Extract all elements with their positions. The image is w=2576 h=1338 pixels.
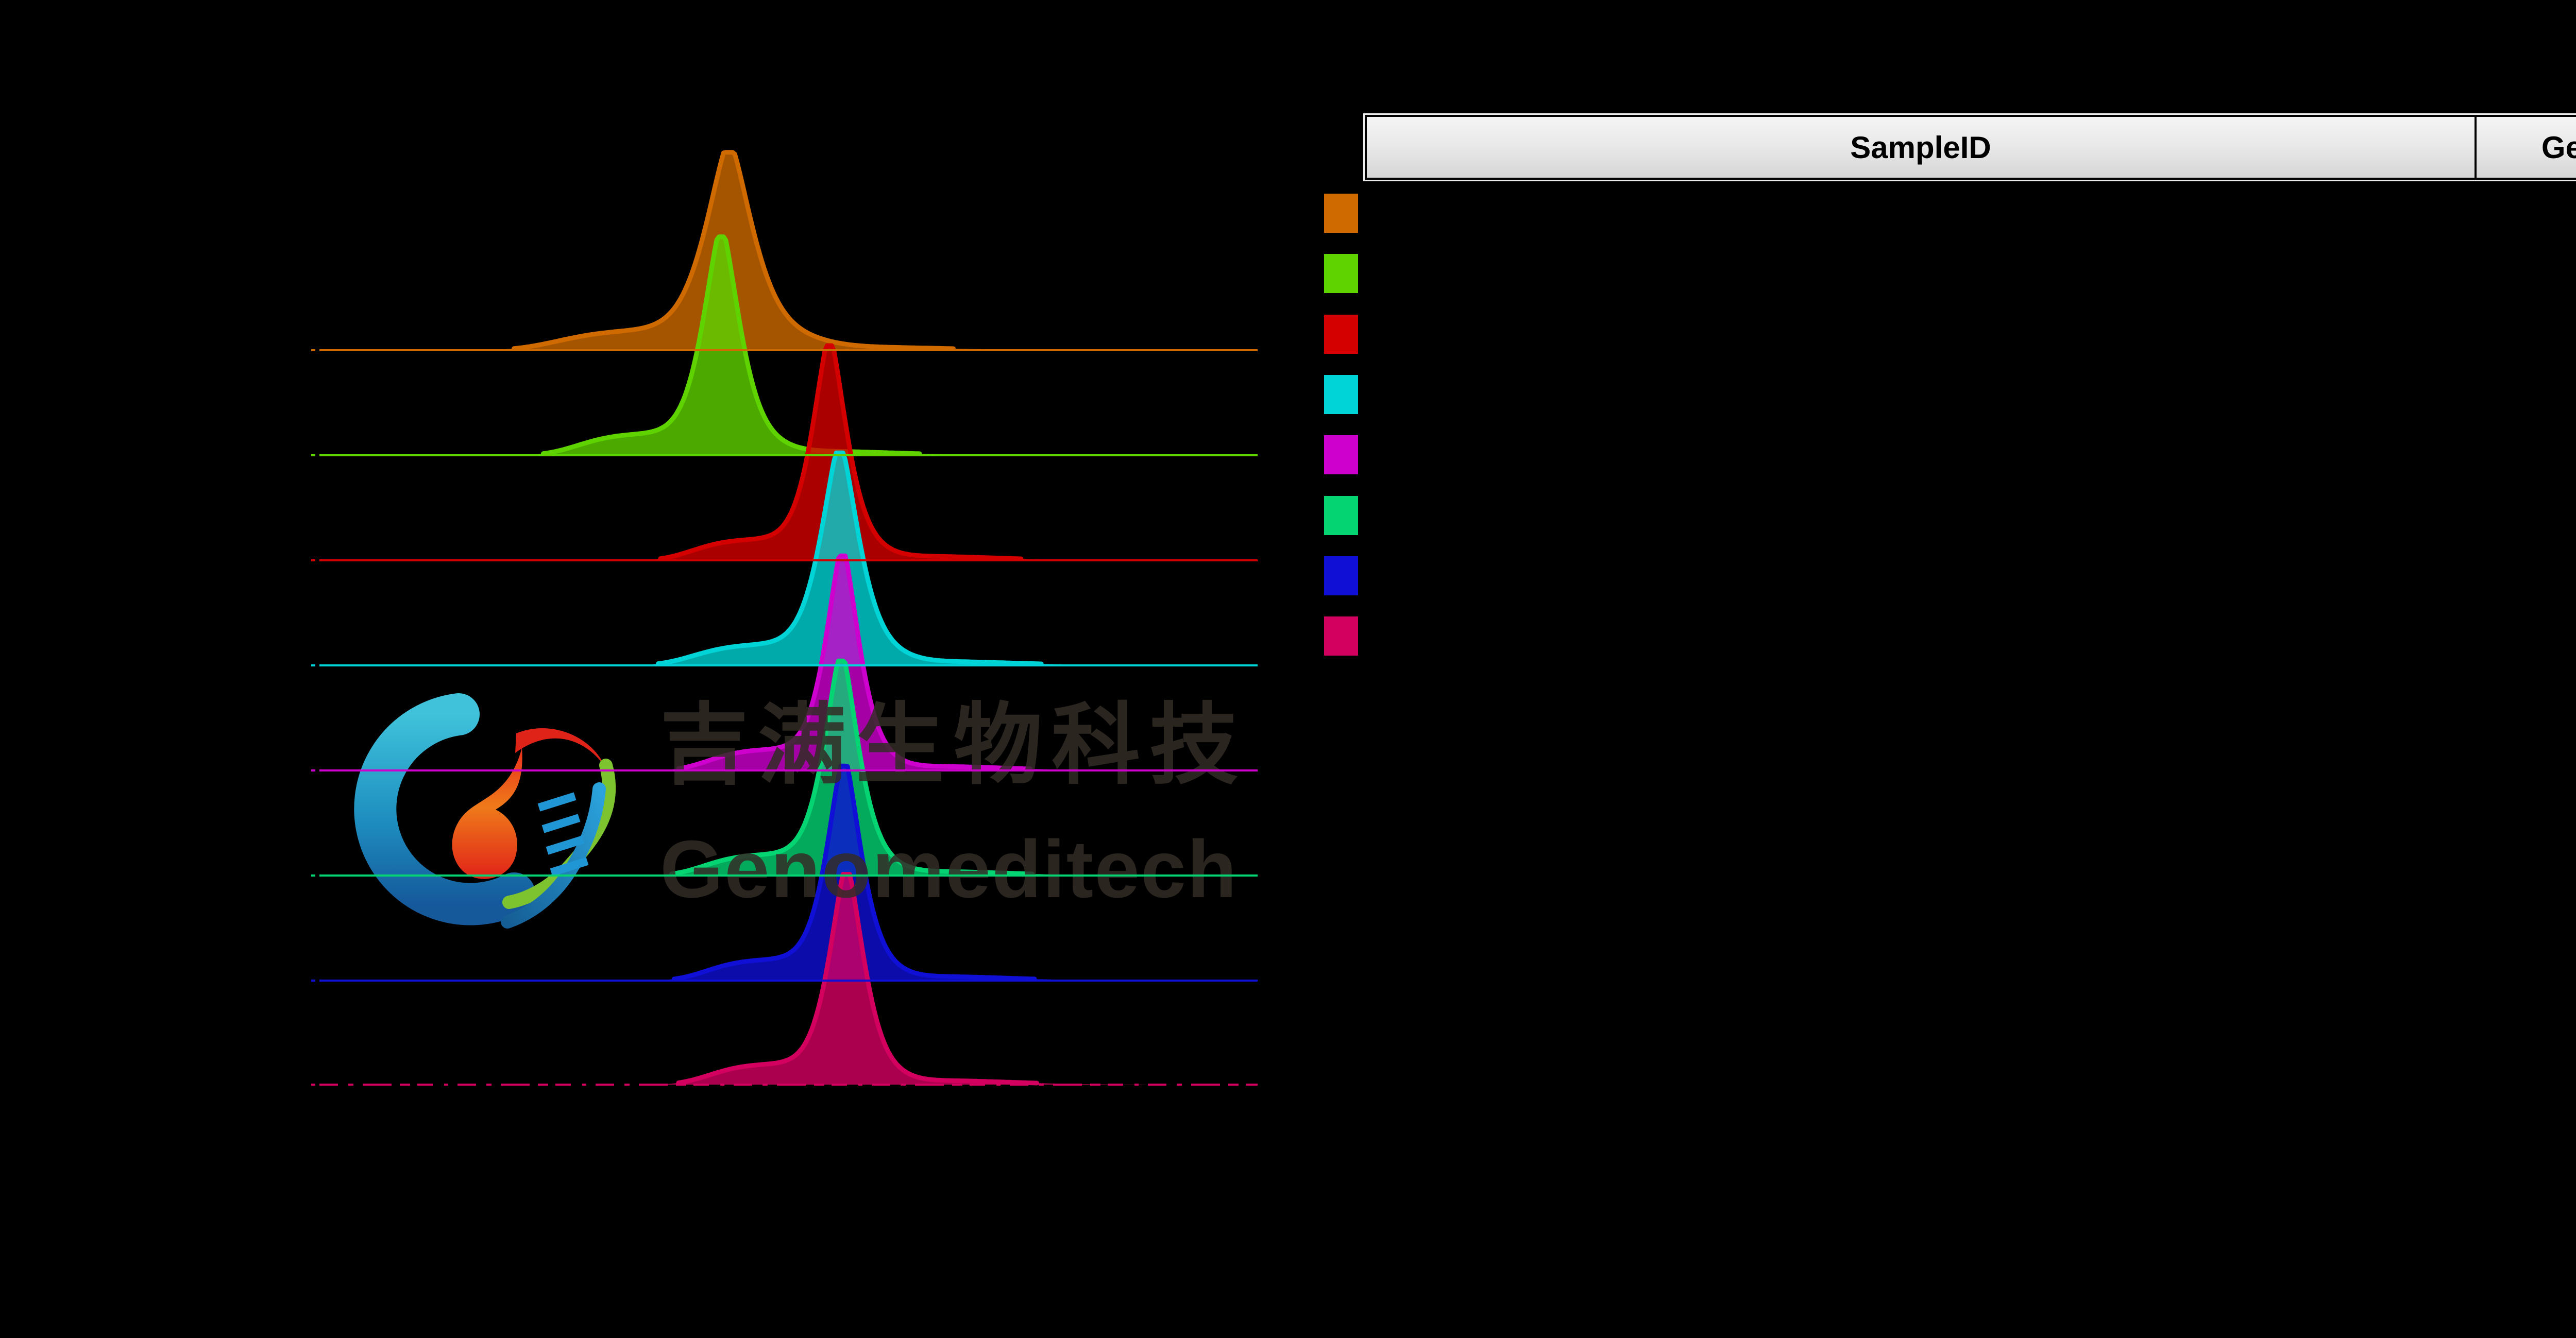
histogram-outline-row-4 xyxy=(656,450,1044,666)
watermark-latin-text: Genomeditech xyxy=(660,824,1238,915)
sample-table-header-row: SampleID Geometric Mean : FL11-H xyxy=(1365,115,2576,180)
logo-swoosh xyxy=(515,728,605,766)
genomeditech-logo xyxy=(354,693,616,929)
histogram-outline-row-2 xyxy=(541,234,922,456)
histogram-fill-row-1 xyxy=(311,152,1258,350)
legend-swatch-5 xyxy=(1324,435,1358,474)
table-header-geometric-mean: Geometric Mean : FL11-H xyxy=(2475,117,2576,178)
logo-dna-rungs xyxy=(537,792,589,877)
histogram-outline-row-8 xyxy=(676,872,1039,1086)
sample-table: SampleID Geometric Mean : FL11-H xyxy=(1363,113,2576,181)
legend-swatch-2 xyxy=(1324,254,1358,293)
baseline-layer xyxy=(311,349,1258,1086)
legend-swatch-3 xyxy=(1324,315,1358,354)
histogram-outline-row-5 xyxy=(676,553,1032,771)
logo-swirl xyxy=(354,693,535,925)
logo-flame-drop xyxy=(452,748,522,879)
legend-swatch-7 xyxy=(1324,556,1358,595)
table-header-sampleid: SampleID xyxy=(1850,130,1991,165)
legend-swatch-6 xyxy=(1324,496,1358,535)
watermark-cjk-text: 吉满生物科技 xyxy=(660,696,1247,795)
histogram-outline-row-6 xyxy=(669,658,1035,877)
legend-swatch-4 xyxy=(1324,375,1358,414)
legend-swatch-8 xyxy=(1324,616,1358,656)
histogram-outline-row-1 xyxy=(512,150,956,351)
legend-swatch-1 xyxy=(1324,194,1358,233)
histogram-outline-row-3 xyxy=(658,343,1024,561)
histogram-outline-row-7 xyxy=(671,763,1037,982)
histogram-series-layer xyxy=(311,150,1258,1086)
